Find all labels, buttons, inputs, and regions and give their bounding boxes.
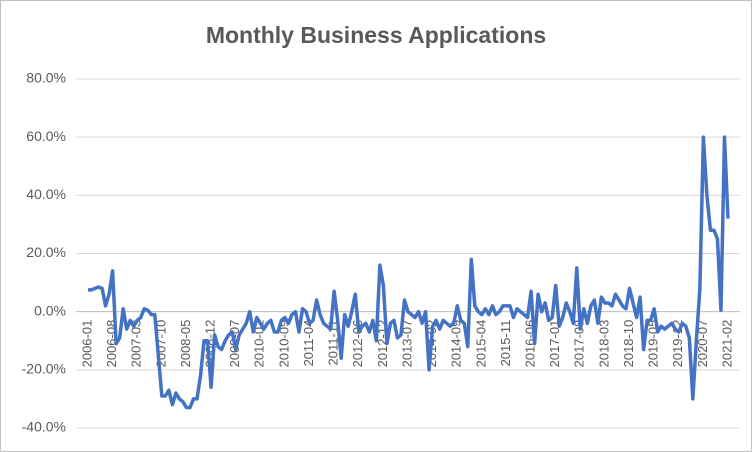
x-tick-label: 2010-09 [276, 320, 291, 368]
y-tick-label: 0.0% [34, 302, 66, 318]
x-tick-label: 2017-01 [547, 320, 562, 368]
x-tick-label: 2018-10 [621, 320, 636, 368]
y-tick-label: -40.0% [22, 419, 66, 435]
x-tick-label: 2011-04 [301, 320, 316, 367]
x-tick-label: 2006-01 [79, 320, 94, 368]
x-tick-label: 2019-12 [670, 320, 685, 368]
x-tick-label: 2021-02 [719, 320, 734, 368]
x-tick-label: 2015-11 [498, 320, 513, 367]
y-tick-label: 20.0% [26, 244, 66, 260]
y-tick-label: 60.0% [26, 128, 66, 144]
x-tick-label: 2012-06 [350, 320, 365, 368]
x-tick-label: 2013-07 [399, 320, 414, 368]
y-tick-label: 40.0% [26, 186, 66, 202]
data-line [88, 135, 730, 410]
x-tick-label: 2008-05 [178, 320, 193, 368]
y-tick-label: 80.0% [26, 70, 66, 86]
x-tick-label: 2015-04 [473, 320, 488, 368]
x-tick-label: 2017-08 [572, 320, 587, 368]
x-tick-label: 2007-03 [129, 320, 144, 368]
x-tick-label: 2014-09 [449, 320, 464, 368]
x-tick-label: 2018-03 [596, 320, 611, 368]
chart-title: Monthly Business Applications [206, 22, 546, 48]
y-tick-label: -20.0% [22, 361, 66, 377]
x-tick-label: 2010-02 [252, 320, 267, 368]
x-tick-label: 2011-11 [326, 320, 341, 366]
